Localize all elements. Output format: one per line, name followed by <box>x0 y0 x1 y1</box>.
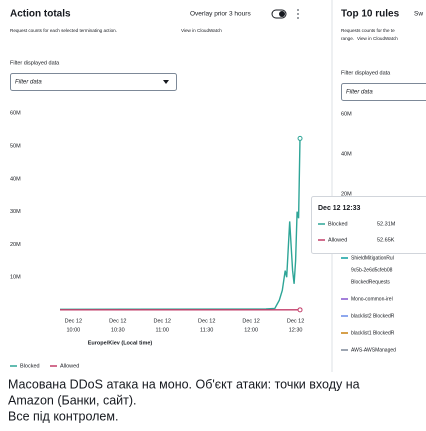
kebab[interactable] <box>297 9 299 19</box>
y-tick-label: 20M <box>10 242 21 248</box>
hover-point <box>297 307 303 313</box>
caption-line: Масована DDoS атака на моно. Об'єкт атак… <box>8 377 360 391</box>
right-chart: 60M 40M 20M ShieldMitigationRul 9c5b-2e6d5cf… <box>341 111 396 353</box>
x-tick-time: 10:30 <box>111 327 125 333</box>
right-legend-label: AWS-AWSManaged <box>351 347 396 353</box>
x-tick-date: Dec 12 <box>154 318 171 324</box>
description: Request counts for each selected termina… <box>10 28 117 33</box>
tooltip-name: Blocked <box>328 221 348 227</box>
x-tick-date: Dec 12 <box>287 318 304 324</box>
x-axis-title: Europe/Kiev (Local time) <box>88 340 153 346</box>
plot: Dec 12 10:00 Dec 12 10:30 Dec 12 11:00 Dec 12 1… <box>59 135 304 333</box>
x-tick-time: 11:30 <box>200 327 213 333</box>
cloudwatch-link[interactable]: View in CloudWatch <box>181 28 222 33</box>
right-legend-label: BlockedRequests <box>351 279 390 285</box>
y-tick-label: 50M <box>10 143 21 149</box>
x-tick-time: 12:00 <box>244 327 258 333</box>
series-line <box>59 138 301 310</box>
x-tick-date: Dec 12 <box>242 318 259 324</box>
x-tick-time: 11:00 <box>156 327 169 333</box>
filter-label: Filter displayed data <box>10 60 60 66</box>
right-y-tick: 20M <box>341 191 352 197</box>
y-tick-label: 40M <box>10 176 21 182</box>
caption: Масована DDoS атака на моно. Об'єкт атак… <box>8 377 360 423</box>
y-tick-label: 30M <box>10 209 21 215</box>
legend-label: Allowed <box>60 363 79 369</box>
right-y-tick: 40M <box>341 151 352 157</box>
tooltip-value: 52.31M <box>377 221 396 227</box>
panel-title: Action totals <box>10 9 71 20</box>
right-link[interactable]: View in CloudWatch <box>357 36 398 41</box>
x-tick-date: Dec 12 <box>109 318 126 324</box>
tooltip-value: 52.65K <box>377 237 395 243</box>
right-legend-label: Mono-common-irel <box>351 296 393 302</box>
overlay-label: Overlay prior 3 hours <box>190 11 251 18</box>
hover-point <box>297 135 303 141</box>
dropdown-caret <box>163 80 169 84</box>
right-title: Top 10 rules <box>341 9 400 20</box>
x-tick-time: 12:30 <box>289 327 303 333</box>
right-description: range. <box>341 36 354 41</box>
toggle-knob <box>279 11 285 17</box>
tooltip-time: Dec 12 12:33 <box>318 205 361 212</box>
right-extra: Sw <box>414 11 423 18</box>
tooltip-name: Allowed <box>328 237 347 243</box>
x-tick-date: Dec 12 <box>65 318 82 324</box>
caption-line: Все під контролем. <box>8 409 118 423</box>
x-tick-time: 10:00 <box>66 327 80 333</box>
y-tick-label: 10M <box>10 275 21 281</box>
x-tick-date: Dec 12 <box>198 318 215 324</box>
right-legend-label: blacklist1 BlockedR <box>351 330 395 336</box>
tooltip-box <box>311 196 426 254</box>
caption-line: Amazon (Банки, сайт). <box>8 393 137 407</box>
y-tick-label: 60M <box>10 111 21 117</box>
right-legend-label: blacklist2 BlockedR <box>351 313 395 319</box>
right-filter-label: Filter displayed data <box>341 70 391 76</box>
right-legend-label: ShieldMitigationRul <box>351 255 394 261</box>
right-filter-placeholder: Filter data <box>346 90 373 96</box>
right-legend-label: 9c5b-2e6d5cfeb08 <box>351 267 393 273</box>
right-filter-input[interactable] <box>341 83 426 101</box>
legend-label: Blocked <box>20 363 40 369</box>
right-y-tick: 60M <box>341 111 352 117</box>
filter-dropdown[interactable] <box>10 73 177 91</box>
tooltip-rows: Blocked 52.31M Allowed 52.65K <box>318 221 396 243</box>
right-description: Requests counts for the te <box>341 28 395 33</box>
filter-placeholder: Filter data <box>15 80 42 86</box>
tooltip: Dec 12 12:33 Blocked 52.31M Allowed 52.65K <box>311 196 426 254</box>
